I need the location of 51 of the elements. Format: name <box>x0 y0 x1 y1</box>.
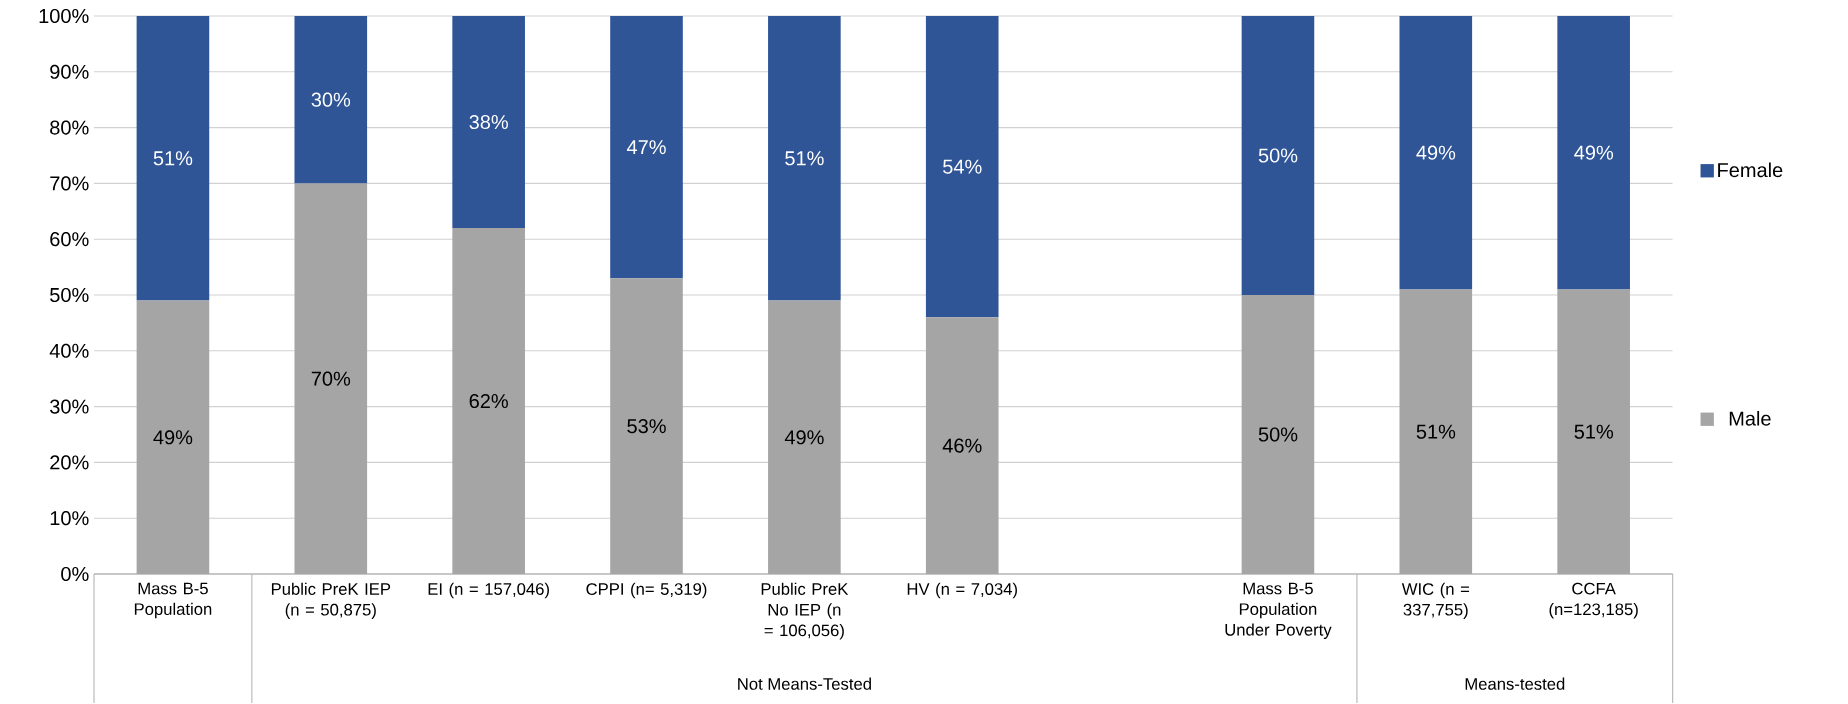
data-label: 53% <box>627 419 666 434</box>
bar <box>136 16 210 301</box>
y-tick-label: 40% <box>49 343 89 359</box>
data-label: 70% <box>311 371 351 387</box>
y-tick-label: 0% <box>61 567 89 582</box>
y-tick-label: 60% <box>50 232 89 247</box>
data-label: 62% <box>469 394 508 409</box>
data-label: 49% <box>1574 145 1614 161</box>
y-tick-label: 80% <box>50 120 89 135</box>
y-tick-label: 20% <box>50 455 89 470</box>
bar <box>1557 16 1630 290</box>
y-tick-label: 70% <box>50 176 89 191</box>
y-tick-label: 50% <box>50 288 89 303</box>
x-tick-label: Public PreK No IEP (n = 106,056) <box>761 582 849 640</box>
bar <box>768 16 841 301</box>
data-label: 47% <box>626 140 666 155</box>
y-tick-label: 10% <box>50 511 89 526</box>
data-label: 50% <box>1258 148 1298 163</box>
x-tick-label: WIC (n = 337,755) <box>1401 582 1469 620</box>
bar <box>1241 16 1315 296</box>
data-label: 51% <box>1416 424 1456 439</box>
x-tick-label: CCFA (n=123,185) <box>1549 582 1638 619</box>
y-tick-label: 100% <box>39 9 89 24</box>
data-label: 49% <box>1416 145 1456 161</box>
data-label: 51% <box>785 151 824 166</box>
text: Not Means-Tested <box>738 677 871 691</box>
data-label: 49% <box>784 430 824 445</box>
x-tick-label: CPPI (n= 5,319) <box>586 582 707 599</box>
data-label: 46% <box>942 438 982 453</box>
bar <box>610 16 683 279</box>
data-label: 50% <box>1258 427 1298 442</box>
data-label: 51% <box>1574 424 1614 439</box>
data-label: 54% <box>943 159 982 174</box>
x-tick-label: Mass B-5 Population Under Poverty <box>1225 582 1332 640</box>
bar <box>294 16 368 184</box>
data-label: 30% <box>311 92 351 108</box>
x-tick-label: Mass B-5 Population <box>134 582 212 619</box>
data-label: 38% <box>469 115 508 130</box>
y-tick-label: 30% <box>50 399 89 414</box>
y-tick-label: 90% <box>50 64 89 80</box>
bar <box>925 16 999 318</box>
x-tick-label: HV (n = 7,034) <box>907 582 1017 599</box>
text: Means-tested <box>1465 677 1565 691</box>
data-label: 49% <box>153 430 193 445</box>
x-tick-label: Public PreK IEP (n = 50,875) <box>271 582 391 620</box>
x-tick-label: EI (n = 157,046) <box>428 582 549 599</box>
bar <box>1399 16 1473 290</box>
legend-label: Female <box>1718 162 1783 178</box>
legend-label: Male <box>1729 411 1771 426</box>
bar <box>452 16 525 229</box>
data-label: 51% <box>153 151 193 166</box>
